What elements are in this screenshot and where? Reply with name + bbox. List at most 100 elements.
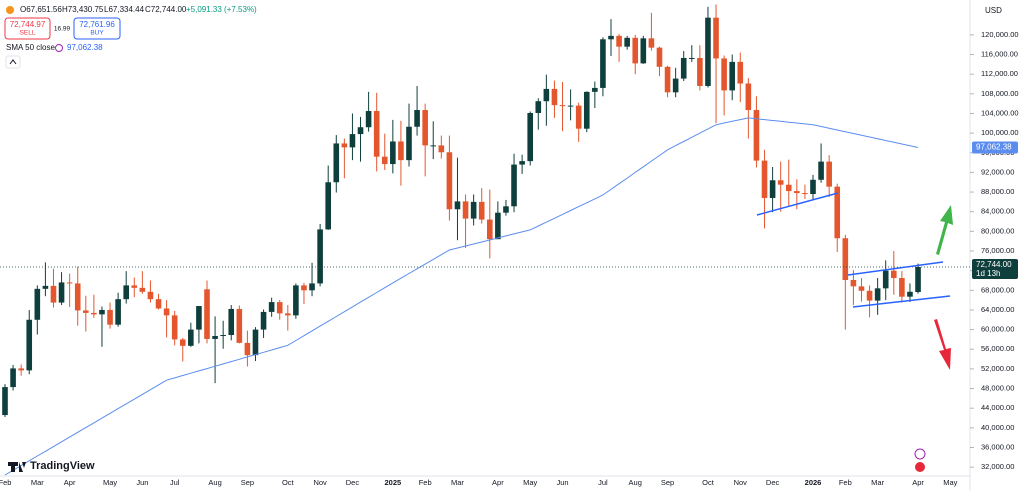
candle-body [276,302,283,314]
y-tick-label: 64,000.00 [981,305,1014,314]
candle-body [705,17,711,86]
candle-body [333,143,340,183]
x-tick-label: 2025 [384,478,401,487]
candle-body [608,35,614,40]
y-tick-label: 100,000.00 [981,128,1019,137]
candle-body [115,299,121,325]
candle-body [891,270,897,279]
candle-body [777,180,784,185]
candle-body [107,309,113,325]
candle-body [745,83,752,111]
x-tick-label: Jul [170,478,180,487]
candle-body [535,101,542,113]
candle-body [721,58,727,91]
sell-button[interactable] [4,17,51,40]
candle-body [826,161,832,187]
candle-body [260,311,267,330]
channel-top [847,261,944,276]
indicator-value: 97,062.38 [67,43,103,52]
y-tick-label: 40,000.00 [981,423,1014,432]
candle-body [680,57,687,79]
candle-body [293,285,299,316]
candle-body [301,285,307,291]
candle-body [58,282,65,303]
candle-body [495,212,501,240]
y-tick-label: 116,000.00 [981,50,1018,59]
x-tick-label: Aug [629,478,642,487]
candle-body [123,285,129,300]
candle-body [2,387,8,416]
candle-body [583,91,590,129]
y-tick-label: 44,000.00 [981,403,1014,412]
candle-body [34,288,41,320]
candle-body [592,87,598,92]
candle-body [503,206,509,213]
candle-body [317,229,323,284]
candle-body [551,88,558,106]
candle-body [866,290,873,301]
candle-body [632,37,639,64]
candle-body [713,17,719,59]
candle-body [785,184,792,192]
sell-label: SELL [20,30,36,37]
candle-body [882,270,889,289]
candle-body [196,306,202,330]
candle-body [131,285,138,288]
candle-body [204,289,210,339]
x-tick-label: Nov [734,478,748,487]
candle-body [470,201,477,219]
candle-body [285,313,291,316]
header-open: O67,651.56 [20,5,62,14]
candle-body [171,315,178,340]
candle-body [874,288,881,301]
candle-body [390,141,396,165]
y-tick-label: 92,000.00 [981,167,1014,176]
collapse-button[interactable] [5,55,21,69]
candle-body [850,279,857,287]
x-tick-label: Oct [282,478,295,487]
x-tick-label: May [103,478,117,487]
event-flag[interactable] [915,462,925,472]
y-tick-label: 88,000.00 [981,187,1014,196]
candle-body [341,143,348,148]
candle-body [640,38,647,64]
x-tick-label: Mar [871,478,884,487]
y-tick-label: 32,000.00 [981,462,1014,471]
candle-body [139,287,146,292]
buy-button[interactable] [73,17,121,40]
candle-body [147,291,154,300]
candle-body [478,201,485,220]
event-icon[interactable] [914,448,926,460]
candle-body [268,302,275,312]
plot-area [0,4,970,476]
candle-body [10,368,16,388]
candle-body [349,134,356,148]
candle-body [244,342,251,356]
candle-body [365,111,372,128]
candle-body [309,283,315,291]
y-tick-label: 104,000.00 [981,108,1019,117]
y-tick-label: 108,000.00 [981,89,1019,98]
candle-body [753,110,760,161]
candle-body [810,179,816,195]
candle-body [74,283,81,311]
buy-label: BUY [90,30,104,37]
candle-body [220,335,226,337]
candle-body [414,110,420,127]
x-tick-label: Dec [346,478,360,487]
header-high: H73,430.75 [62,5,104,14]
countdown-label: 1d 13h [976,269,1000,278]
x-tick-label: Sep [241,478,254,487]
x-tick-label: May [943,478,957,487]
x-tick-label: Jul [598,478,608,487]
candle-body [42,285,49,289]
down-arrow [934,319,951,370]
x-tick-label: Apr [64,478,76,487]
candle-body [648,38,655,48]
candle-body [600,39,606,88]
x-tick-label: Feb [839,478,852,487]
candle-body [188,329,194,346]
x-tick-label: Apr [492,478,504,487]
candle-body [487,219,493,240]
